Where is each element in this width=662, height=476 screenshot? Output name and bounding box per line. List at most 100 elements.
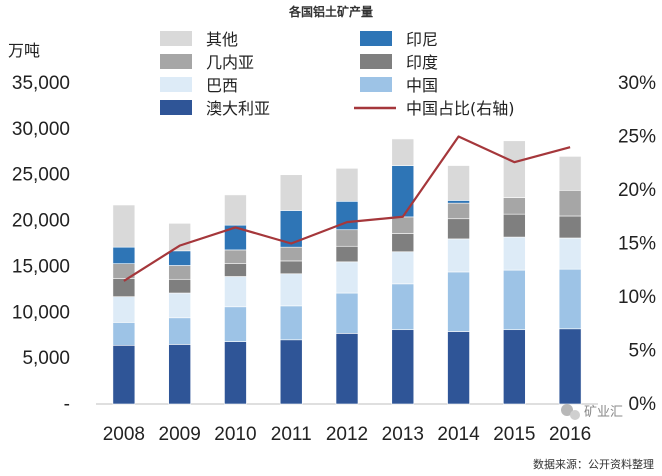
bar-segment-2008-澳大利亚	[112, 345, 136, 405]
legend-swatch	[160, 31, 192, 46]
legend-swatch	[360, 31, 392, 46]
bar-segment-2012-澳大利亚	[335, 333, 359, 405]
x-tick-label: 2010	[214, 424, 256, 445]
y-tick-label: 15,000	[12, 256, 70, 277]
y-tick-label: 35,000	[12, 73, 70, 94]
bar-segment-2013-几内亚	[391, 216, 415, 234]
bar-segment-2008-印度	[112, 278, 136, 297]
bar-segment-2009-印度	[168, 278, 191, 294]
y2-tick-label: 15%	[618, 234, 656, 255]
bar-segment-2014-其他	[447, 165, 470, 201]
legend-swatch	[360, 77, 392, 92]
y-axis-unit-label: 万吨	[8, 41, 40, 60]
bar-segment-2008-印尼	[112, 246, 136, 264]
legend-label: 印尼	[406, 30, 438, 49]
legend-swatch	[160, 54, 192, 69]
bar-segment-2011-巴西	[279, 273, 303, 307]
x-tick-label: 2011	[271, 424, 312, 445]
bar-segment-2012-巴西	[335, 261, 359, 294]
y-tick-label: 30,000	[12, 119, 70, 140]
legend-swatch	[360, 54, 392, 69]
bar-segment-2016-中国	[558, 268, 582, 330]
right-axis-ticks: 0% 5% 10% 15% 20% 25% 30%	[618, 73, 656, 415]
bar-segment-2011-澳大利亚	[279, 339, 303, 405]
bar-segment-2011-其他	[279, 174, 303, 211]
bar-segment-2010-巴西	[224, 276, 247, 308]
y-tick-label: -	[64, 394, 70, 415]
legend-label: 几内亚	[206, 53, 254, 72]
legend-label: 澳大利亚	[206, 99, 270, 118]
bar-segment-2013-中国	[391, 283, 415, 331]
y2-tick-label: 0%	[629, 394, 657, 415]
china-share-line-layer	[123, 135, 571, 282]
bar-segment-2014-中国	[447, 271, 470, 332]
bar-segment-2009-印尼	[168, 250, 191, 266]
bar-segment-2012-其他	[335, 167, 359, 202]
stacked-bars	[112, 138, 582, 405]
bar-segment-2012-中国	[335, 292, 359, 334]
x-tick-label: 2012	[326, 424, 368, 445]
bar-segment-2009-澳大利亚	[168, 344, 191, 405]
bar-segment-2009-几内亚	[168, 265, 191, 280]
x-axis-ticks: 2008 2009 2010 2011 2012 2013 2014 2015 2016	[103, 424, 592, 445]
y-tick-label: 10,000	[12, 302, 70, 323]
data-source: 数据来源：公开资料整理	[533, 457, 654, 471]
left-axis-ticks: - 5,000 10,000 15,000 20,000 25,000 30,000 35,0…	[12, 73, 70, 415]
chart-title: 各国铝土矿产量	[288, 4, 373, 19]
y2-tick-label: 25%	[618, 127, 656, 148]
bar-segment-2016-巴西	[558, 237, 582, 270]
bar-segment-2013-其他	[391, 138, 415, 166]
legend-label: 其他	[206, 30, 238, 49]
bar-segment-2008-中国	[112, 322, 136, 346]
bar-segment-2015-几内亚	[503, 197, 526, 215]
bar-segment-2015-其他	[503, 140, 526, 198]
bar-segment-2012-印度	[335, 245, 359, 263]
legend-label: 中国占比(右轴)	[406, 99, 515, 118]
bar-segment-2013-澳大利亚	[391, 329, 415, 405]
y-tick-label: 5,000	[22, 348, 70, 369]
bar-segment-2016-几内亚	[558, 190, 582, 217]
bar-segment-2008-其他	[112, 204, 136, 248]
bar-segment-2015-中国	[503, 269, 526, 331]
bar-segment-2013-印尼	[391, 165, 415, 218]
bar-segment-2014-巴西	[447, 238, 470, 273]
bar-segment-2014-印度	[447, 218, 470, 240]
y-tick-label: 20,000	[12, 211, 70, 232]
bar-segment-2010-印度	[224, 263, 247, 277]
bar-segment-2014-澳大利亚	[447, 331, 470, 405]
bar-segment-2010-其他	[224, 194, 247, 226]
x-tick-label: 2008	[103, 424, 145, 445]
china-share-line	[123, 135, 571, 282]
y-tick-label: 25,000	[12, 165, 70, 186]
bar-segment-2013-印度	[391, 233, 415, 253]
bar-segment-2011-中国	[279, 305, 303, 341]
x-tick-label: 2014	[437, 424, 480, 445]
bar-segment-2015-印度	[503, 213, 526, 238]
bar-segment-2016-其他	[558, 156, 582, 191]
bar-segment-2012-几内亚	[335, 229, 359, 247]
bar-segment-2015-澳大利亚	[503, 329, 526, 405]
x-tick-label: 2009	[159, 424, 201, 445]
legend-swatch	[160, 100, 192, 115]
bar-segment-2009-中国	[168, 317, 191, 345]
bar-segment-2013-巴西	[391, 251, 415, 285]
legend-label: 中国	[406, 76, 438, 95]
bar-segment-2008-巴西	[112, 296, 136, 323]
watermark: 矿业汇	[584, 405, 623, 420]
bar-segment-2009-巴西	[168, 292, 191, 319]
y2-tick-label: 20%	[618, 180, 656, 201]
bar-segment-2011-印度	[279, 260, 303, 275]
x-tick-label: 2013	[382, 424, 424, 445]
bar-segment-2010-澳大利亚	[224, 341, 247, 405]
bar-segment-2016-印度	[558, 215, 582, 239]
legend-label: 巴西	[206, 76, 238, 95]
y2-tick-label: 10%	[618, 287, 656, 308]
legend-label: 印度	[406, 53, 438, 72]
bar-segment-2010-中国	[224, 306, 247, 342]
wechat-icon	[561, 404, 580, 420]
bar-segment-2014-几内亚	[447, 202, 470, 220]
bar-segment-2010-几内亚	[224, 249, 247, 264]
y2-tick-label: 5%	[629, 341, 657, 362]
bar-segment-2015-巴西	[503, 236, 526, 271]
